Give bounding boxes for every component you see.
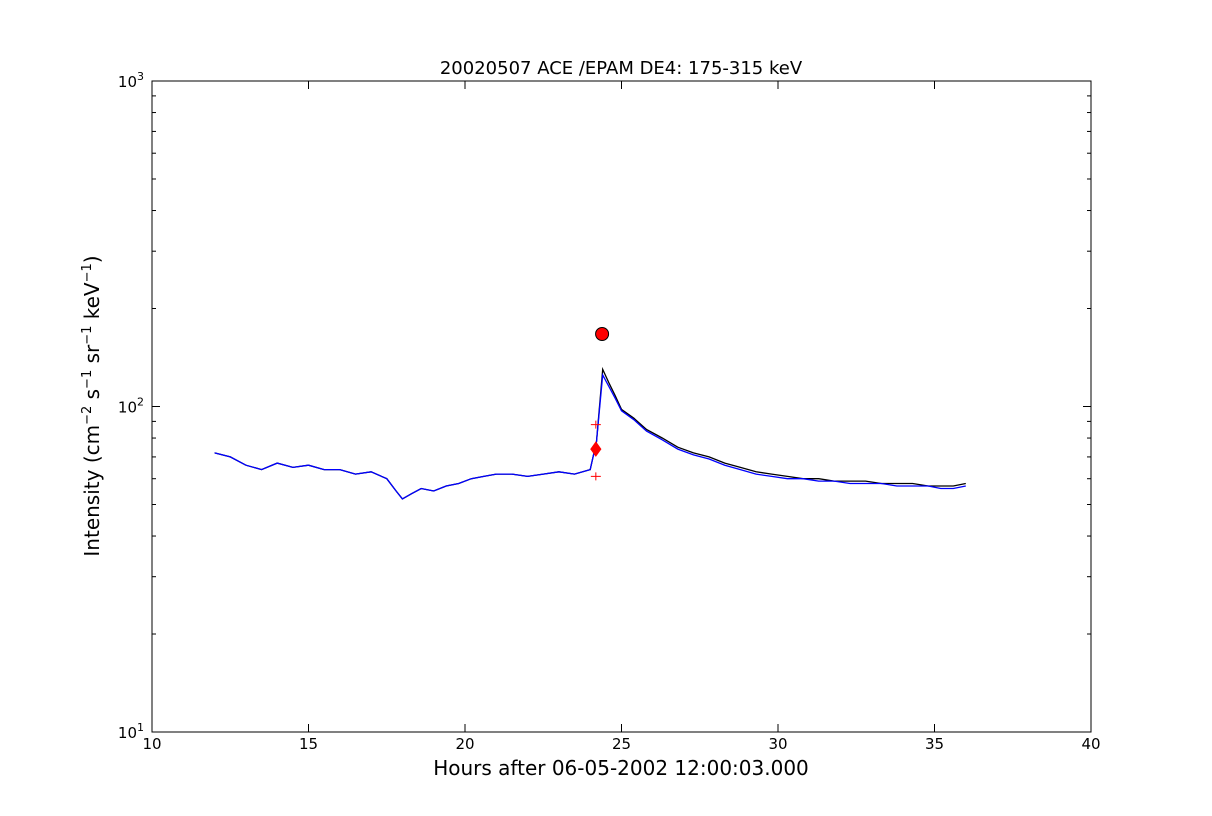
y-axis-label-part: ) [80, 255, 104, 263]
y-axis-label-part: −1 [80, 370, 95, 389]
series-line-0 [214, 366, 966, 500]
y-axis-label-part: Intensity (cm [80, 425, 104, 557]
x-tick-label: 40 [1081, 735, 1100, 753]
y-axis-label: Intensity (cm−2 s−1 sr−1 keV−1) [80, 255, 104, 556]
x-tick-label: 10 [142, 735, 161, 753]
chart-title: 20020507 ACE /EPAM DE4: 175-315 keV [440, 58, 803, 79]
y-tick-label: 103 [118, 70, 144, 91]
x-tick-label: 30 [768, 735, 787, 753]
y-axis-label-part: sr [80, 344, 104, 370]
x-tick-label: 35 [925, 735, 944, 753]
series-line-1 [214, 372, 966, 500]
y-axis-label-part: −2 [80, 406, 95, 425]
x-tick-label: 15 [299, 735, 318, 753]
y-axis-label-part: s [80, 389, 104, 406]
series-layer [214, 366, 966, 500]
marker-layer [590, 327, 610, 481]
y-axis-label-part: −1 [80, 326, 95, 345]
onset-marker [590, 441, 602, 457]
x-tick-label: 25 [612, 735, 631, 753]
y-axis-label-part: −1 [80, 263, 95, 282]
peak-marker [595, 327, 610, 342]
y-axis-label-part: keV [80, 282, 104, 326]
y-tick-label: 101 [118, 721, 144, 742]
y-tick-label: 102 [118, 396, 144, 417]
x-axis-label: Hours after 06-05-2002 12:00:03.000 [433, 756, 809, 780]
onset-error-marker [590, 472, 601, 481]
plot-frame [151, 80, 1092, 733]
tick-layer: 10 15 20 25 30 35 40 101 102 103 [118, 70, 1101, 753]
onset-error-marker [590, 420, 601, 429]
x-tick-label: 20 [455, 735, 474, 753]
